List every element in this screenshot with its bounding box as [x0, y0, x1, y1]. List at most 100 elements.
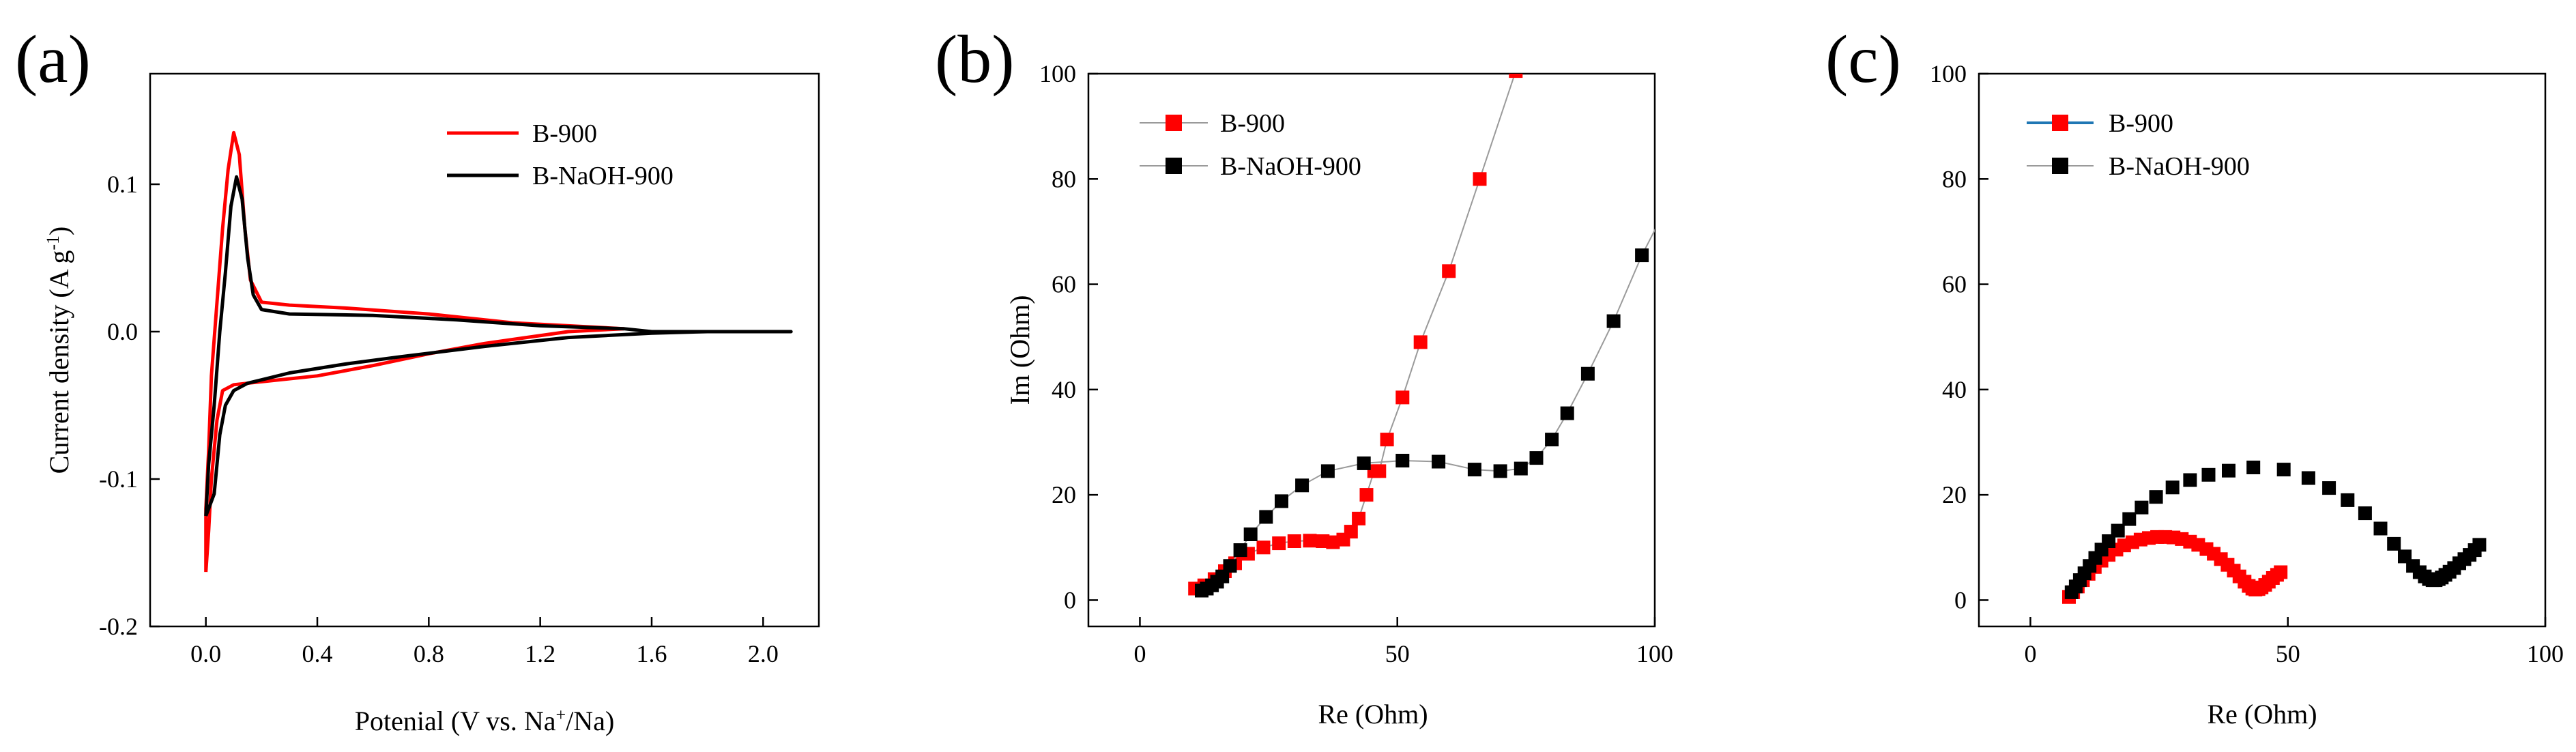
y-tick-label-b: 0: [1064, 586, 1076, 613]
data-point-c-bnaoh900: [2149, 490, 2163, 504]
legend-c: B-900 B-NaOH-900: [2027, 109, 2250, 181]
legend-a-label-bnaoh900: B-NaOH-900: [532, 162, 674, 190]
data-point-b-bnaoh900: [1259, 510, 1273, 524]
y-tick-label-b: 80: [1052, 165, 1076, 192]
data-point-b-b900: [1380, 433, 1394, 447]
data-point-b-b900: [1372, 464, 1387, 478]
x-axis-label-a: Potenial (V vs. Na+/Na): [355, 705, 615, 736]
data-point-b-bnaoh900: [1514, 461, 1528, 476]
data-point-c-bnaoh900: [2358, 506, 2372, 521]
data-point-b-b900: [1256, 540, 1271, 555]
plot-a-series: [204, 130, 793, 573]
y-tick-label-a: 0.0: [107, 318, 138, 345]
legend-c-marker-bnaoh900: [2052, 158, 2068, 174]
data-point-b-bnaoh900: [1493, 464, 1507, 478]
x-tick-label-b: 50: [1385, 640, 1410, 667]
plot-frame-a: [149, 72, 820, 628]
data-point-b-bnaoh900: [1295, 478, 1309, 493]
data-point-b-b900: [1303, 534, 1317, 548]
legend-b: B-900 B-NaOH-900: [1140, 109, 1361, 181]
legend-b-marker-b900: [1166, 115, 1182, 131]
data-point-b-bnaoh900: [1395, 454, 1410, 467]
legend-c-label-bnaoh900: B-NaOH-900: [2109, 152, 2250, 181]
data-point-c-bnaoh900: [2201, 467, 2216, 482]
data-point-b-bnaoh900: [1580, 366, 1595, 381]
data-point-c-bnaoh900: [2134, 500, 2149, 515]
data-point-c-bnaoh900: [2472, 538, 2487, 552]
y-tick-label-c: 0: [1954, 586, 1967, 613]
y-tick-label-c: 80: [1942, 165, 1967, 192]
legend-b-label-b900: B-900: [1220, 109, 1285, 138]
data-point-b-b900: [1316, 534, 1330, 548]
plot-a-ticks: 0.0 0.4 0.8 1.2 1.6 2.0 -0.2 -0.1 0.0 0.1: [99, 171, 779, 667]
series-connector-b-bnaoh900: [1201, 229, 1655, 592]
data-point-c-bnaoh900: [2301, 471, 2315, 485]
data-point-c-bnaoh900: [2111, 523, 2125, 538]
data-point-b-b900: [1473, 172, 1487, 186]
data-point-b-bnaoh900: [1357, 456, 1371, 470]
data-point-b-b900: [1359, 488, 1374, 502]
data-point-c-bnaoh900: [2122, 512, 2137, 526]
data-point-c-bnaoh900: [2276, 463, 2291, 477]
plot-c-clip: [2062, 461, 2487, 604]
data-point-b-b900: [1272, 536, 1286, 551]
data-point-b-bnaoh900: [1560, 406, 1574, 420]
y-axis-label-a: Current density (A g-1): [43, 227, 74, 474]
data-point-b-bnaoh900: [1467, 463, 1481, 477]
plot-frame-c: [1978, 72, 2547, 628]
y-axis-label-b: Im (Ohm): [1004, 295, 1035, 405]
data-point-c-bnaoh900: [2387, 536, 2401, 551]
data-point-c-bnaoh900: [2322, 481, 2336, 495]
x-tick-label-c: 100: [2527, 640, 2564, 667]
x-tick-label-a: 2.0: [748, 640, 779, 667]
y-tick-label-b: 20: [1052, 481, 1076, 508]
legend-c-label-b900: B-900: [2109, 109, 2173, 138]
data-point-b-b900: [1326, 535, 1340, 549]
legend-a-label-b900: B-900: [532, 119, 597, 148]
data-point-b-bnaoh900: [1606, 314, 1621, 328]
data-point-c-bnaoh900: [2183, 473, 2197, 487]
y-tick-label-c: 60: [1942, 271, 1967, 298]
data-point-b-bnaoh900: [1635, 248, 1649, 263]
panel-letter-b: (b): [935, 21, 1015, 97]
data-point-b-b900: [1442, 264, 1456, 278]
plot-b-series: [1188, 74, 1677, 598]
panel-letter-a: (a): [15, 21, 91, 97]
data-point-b-bnaoh900: [1275, 494, 1288, 508]
y-tick-label-a: 0.1: [107, 171, 138, 198]
x-tick-label-a: 1.6: [637, 640, 667, 667]
y-tick-label-c: 100: [1930, 60, 1967, 87]
y-tick-label-b: 60: [1052, 271, 1076, 298]
data-point-b-b900: [1287, 534, 1301, 548]
data-point-b-bnaoh900: [1320, 464, 1335, 478]
series-line-a-bnaoh900: [204, 175, 793, 517]
plot-c-ticks: 0 50 100 0 20 40 60 80 100: [1930, 60, 2564, 667]
x-tick-label-b: 100: [1636, 640, 1673, 667]
legend-b-marker-bnaoh900: [1166, 158, 1182, 174]
data-point-b-b900: [1344, 525, 1358, 539]
plot-a-clip: [204, 130, 793, 573]
data-point-b-b900: [1509, 74, 1523, 78]
data-point-c-bnaoh900: [2341, 493, 2355, 507]
y-tick-label-b: 100: [1039, 60, 1076, 87]
data-point-b-b900: [1395, 390, 1410, 405]
data-point-c-bnaoh900: [2373, 521, 2388, 536]
series-line-a-b900: [204, 130, 626, 573]
legend-b-label-bnaoh900: B-NaOH-900: [1220, 152, 1361, 181]
y-tick-label-a: -0.2: [99, 613, 138, 640]
plot-b-clip: [1188, 74, 1677, 598]
plot-frame-b: [1087, 72, 1656, 628]
legend-a: B-900 B-NaOH-900: [447, 119, 674, 190]
data-point-b-bnaoh900: [1223, 559, 1237, 573]
y-tick-label-b: 40: [1052, 376, 1076, 403]
series-connector-b-b900: [1194, 74, 1516, 590]
data-point-c-b900: [2274, 565, 2288, 579]
data-point-b-bnaoh900: [1243, 527, 1258, 541]
plot-b-ticks: 0 50 100 0 20 40 60 80 100: [1039, 60, 1673, 667]
x-tick-label-c: 0: [2024, 640, 2036, 667]
data-point-b-b900: [1352, 511, 1366, 525]
y-tick-label-c: 20: [1942, 481, 1967, 508]
data-point-b-bnaoh900: [1664, 193, 1677, 207]
x-axis-label-b: Re (Ohm): [1318, 699, 1428, 729]
panel-c: 0 50 100 0 20 40 60 80 100 Re (Ohm) B-900 B-NaOH…: [1930, 60, 2564, 729]
